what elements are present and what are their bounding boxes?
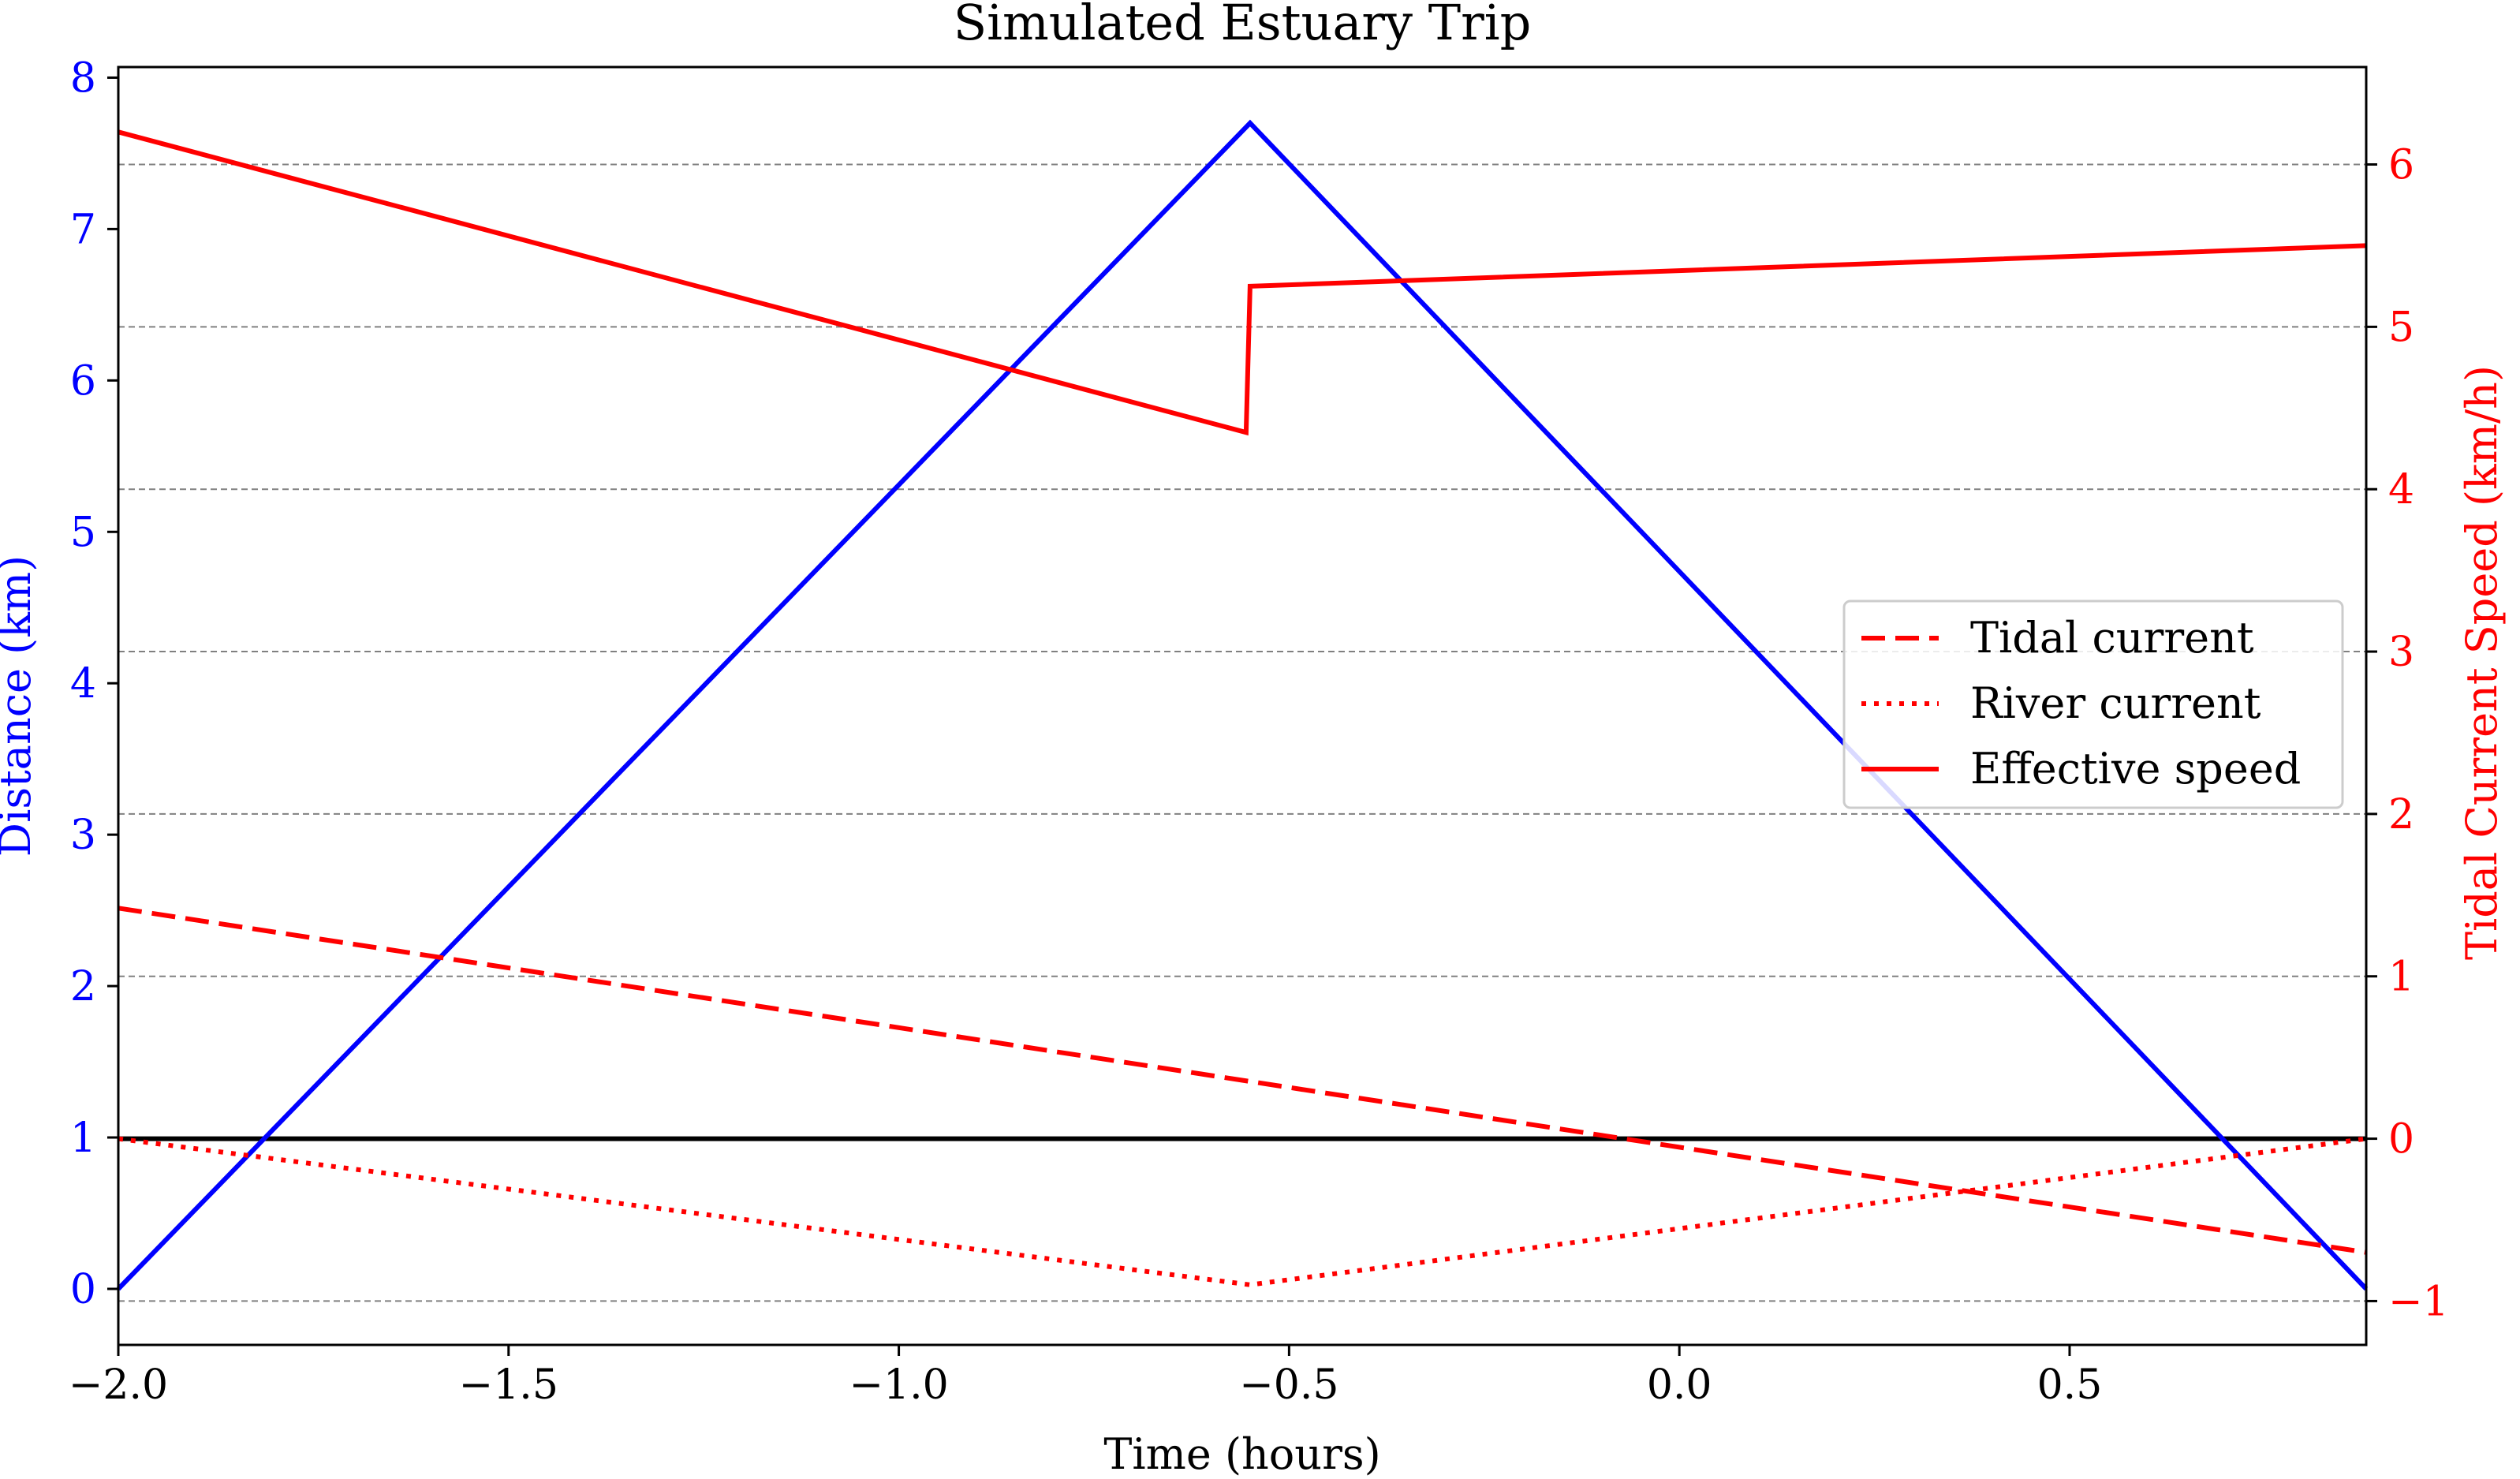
plot-frame bbox=[117, 65, 2368, 1346]
right-tick-label: 5 bbox=[2388, 304, 2414, 351]
x-tick-label: 0.0 bbox=[1647, 1361, 1712, 1409]
right-tick-label: 2 bbox=[2388, 791, 2414, 838]
right-tick-label: 4 bbox=[2388, 466, 2414, 514]
right-tick-label: 6 bbox=[2388, 142, 2414, 189]
x-tick-label: −1.5 bbox=[459, 1361, 558, 1409]
right-axis-title: Tidal Current Speed (km/h) bbox=[2457, 365, 2507, 960]
left-tick-label: 4 bbox=[70, 660, 96, 708]
left-tick-label: 3 bbox=[70, 812, 96, 859]
x-tick-label: −0.5 bbox=[1239, 1361, 1338, 1409]
right-tick-label: 3 bbox=[2388, 629, 2414, 676]
x-tick-label: 0.5 bbox=[2037, 1361, 2103, 1409]
left-tick-label: 0 bbox=[70, 1266, 96, 1313]
left-tick-label: 6 bbox=[70, 357, 96, 405]
legend: Tidal current River current Effective spee… bbox=[1842, 599, 2344, 809]
chart-title: Simulated Estuary Trip bbox=[954, 0, 1532, 51]
right-axis-ticks: −1 0 1 2 3 4 5 6 bbox=[2366, 142, 2449, 1325]
x-axis-ticks: −2.0 −1.5 −1.0 −0.5 0.0 0.5 bbox=[69, 1345, 2102, 1409]
left-tick-label: 7 bbox=[70, 206, 96, 253]
x-tick-label: −1.0 bbox=[849, 1361, 948, 1409]
plot-series bbox=[116, 119, 2369, 1291]
series-line-distance bbox=[116, 119, 2369, 1291]
right-tick-label: −1 bbox=[2388, 1278, 2449, 1325]
left-tick-label: 8 bbox=[70, 54, 96, 102]
x-axis-title: Time (hours) bbox=[1103, 1429, 1380, 1479]
legend-label: Tidal current bbox=[1970, 613, 2254, 663]
legend-label: Effective speed bbox=[1970, 744, 2301, 794]
left-tick-label: 2 bbox=[70, 963, 96, 1010]
left-axis-title: Distance (km) bbox=[0, 555, 40, 857]
left-tick-label: 1 bbox=[70, 1115, 96, 1162]
gridlines bbox=[118, 163, 2366, 1302]
x-tick-label: −2.0 bbox=[69, 1361, 168, 1409]
left-tick-label: 5 bbox=[70, 509, 96, 556]
series-line-river-current bbox=[118, 1136, 2367, 1287]
legend-box bbox=[1842, 599, 2344, 809]
series-line-effective-speed bbox=[118, 129, 2367, 436]
series-line-tidal-current bbox=[118, 906, 2367, 1255]
left-axis-ticks: 0 1 2 3 4 5 6 7 8 bbox=[70, 54, 118, 1313]
right-tick-label: 1 bbox=[2388, 954, 2414, 1001]
right-tick-label: 0 bbox=[2388, 1116, 2414, 1163]
legend-label: River current bbox=[1970, 678, 2261, 728]
